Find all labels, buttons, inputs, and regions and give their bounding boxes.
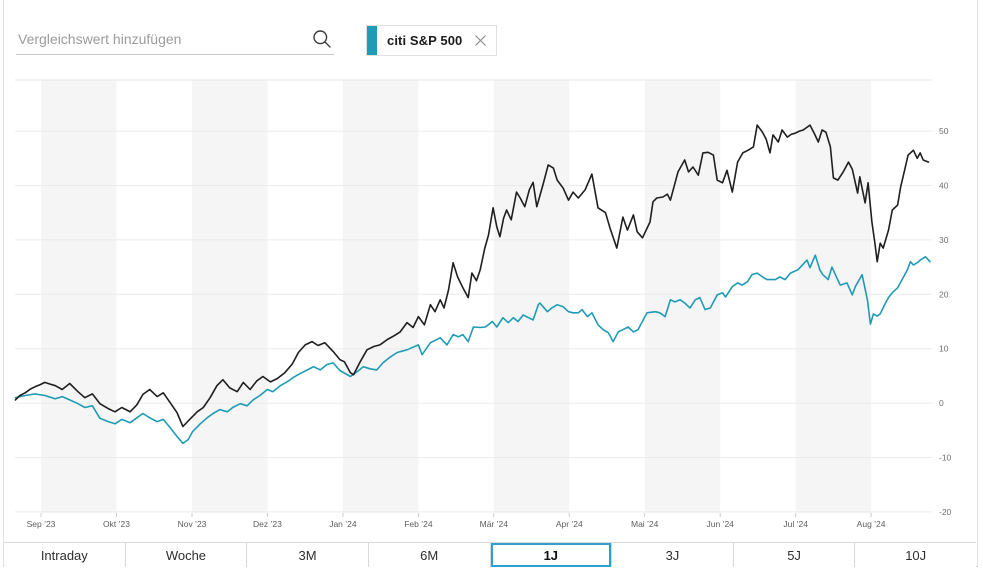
y-axis-label: 30 xyxy=(939,235,949,245)
range-tab-6m[interactable]: 6M xyxy=(368,543,491,567)
x-axis-label: Feb ’24 xyxy=(404,519,433,529)
chip-close-button[interactable] xyxy=(473,34,487,48)
range-tab-label: 1J xyxy=(543,547,559,563)
range-tab-woche[interactable]: Woche xyxy=(125,543,248,567)
y-axis-label: 20 xyxy=(939,289,949,299)
month-band xyxy=(795,80,872,513)
chip-color-bar xyxy=(367,26,377,55)
comparison-chip: citi S&P 500 xyxy=(366,25,498,56)
month-band xyxy=(41,80,117,513)
x-axis-label: Sep ’23 xyxy=(27,519,56,529)
x-axis-label: Aug ’24 xyxy=(857,519,886,529)
month-band xyxy=(493,80,570,513)
x-axis-label: Jul ’24 xyxy=(783,519,808,529)
y-axis-label: -20 xyxy=(939,507,952,517)
x-axis-label: Mär ’24 xyxy=(480,519,509,529)
chip-label: citi S&P 500 xyxy=(387,33,463,48)
range-tab-label: 6M xyxy=(420,547,439,563)
range-tab-label: Woche xyxy=(165,547,207,563)
search-field xyxy=(16,28,334,57)
x-axis-label: Mai ’24 xyxy=(631,519,659,529)
range-tab-5j[interactable]: 5J xyxy=(733,543,856,567)
series-line-comparison xyxy=(14,254,931,445)
range-tab-label: Intraday xyxy=(40,547,88,563)
y-axis-label: 10 xyxy=(939,344,949,354)
close-icon xyxy=(474,35,486,46)
y-axis-label: 50 xyxy=(939,126,949,136)
range-tab-label: 10J xyxy=(905,547,927,563)
x-axis-label: Jan ’24 xyxy=(329,519,357,529)
search-input[interactable] xyxy=(16,28,334,55)
range-tab-1j[interactable]: 1J xyxy=(490,543,613,567)
x-axis-label: Jun ’24 xyxy=(706,519,734,529)
performance-chart[interactable]: 50 40 30 20 10 0 -10 -20 Sep ’23 Okt ’23 Nov ’23 De… xyxy=(0,0,983,540)
range-tab-label: 5J xyxy=(787,547,801,563)
month-band xyxy=(192,80,268,513)
month-band xyxy=(342,80,419,513)
x-axis-label: Nov ’23 xyxy=(178,519,207,529)
x-axis-label: Okt ’23 xyxy=(103,519,130,529)
range-tab-label: 3J xyxy=(665,547,680,563)
y-axis-label: 40 xyxy=(939,181,949,191)
range-tab-10j[interactable]: 10J xyxy=(855,543,976,567)
x-axis-label: Dez ’23 xyxy=(253,519,282,529)
range-tab-3j[interactable]: 3J xyxy=(612,543,734,567)
range-tab-bar: Intraday Woche 3M 6M 1J 3J 5J 10J xyxy=(4,542,976,567)
x-axis-label: Apr ’24 xyxy=(556,519,583,529)
series-line-primary xyxy=(14,124,930,428)
range-tab-3m[interactable]: 3M xyxy=(247,543,369,567)
y-axis-label: -10 xyxy=(939,453,952,463)
range-tab-intraday[interactable]: Intraday xyxy=(4,543,126,567)
y-axis-label: 0 xyxy=(939,398,944,408)
month-band xyxy=(644,80,721,513)
search-icon[interactable] xyxy=(312,29,332,49)
range-tab-label: 3M xyxy=(298,547,317,563)
